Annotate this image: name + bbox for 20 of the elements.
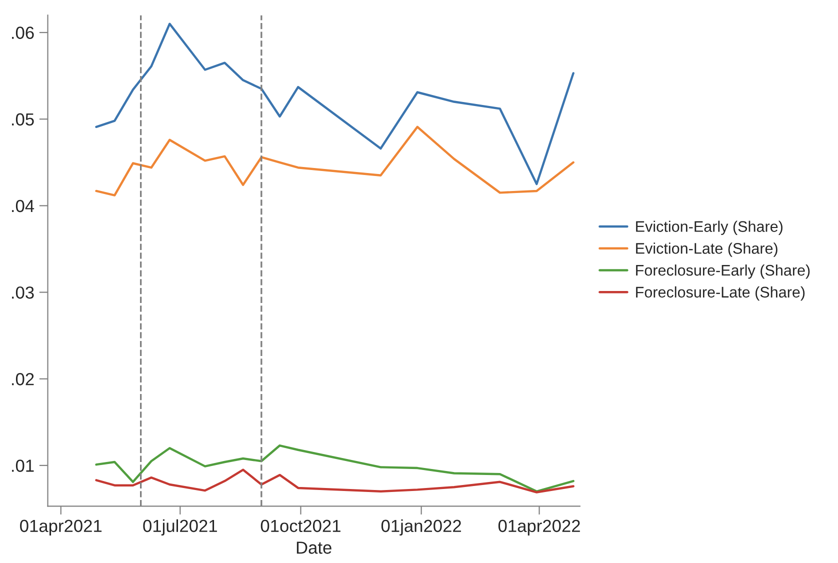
legend-label: Eviction-Late (Share) bbox=[636, 242, 778, 257]
y-tick-label: .04 bbox=[12, 200, 34, 212]
x-tick-label: 01apr2021 bbox=[20, 520, 102, 536]
x-tick-label: 01jul2021 bbox=[143, 519, 217, 536]
line-series bbox=[95, 22, 574, 186]
x-tick-label: 01apr2022 bbox=[498, 520, 580, 536]
y-tick-label: .01 bbox=[12, 460, 34, 472]
y-tick-label: .02 bbox=[12, 373, 34, 386]
line-series bbox=[95, 444, 574, 493]
legend-label: Eviction-Early (Share) bbox=[636, 220, 782, 235]
line-series bbox=[95, 468, 574, 494]
x-tick-label: 01jan2022 bbox=[381, 519, 461, 536]
legend-label: Foreclosure-Early (Share) bbox=[636, 264, 810, 279]
x-tick-label: 01oct2021 bbox=[260, 520, 340, 532]
x-axis-title: Date bbox=[296, 542, 332, 554]
line-series bbox=[95, 126, 574, 196]
legend-label: Foreclosure-Late (Share) bbox=[636, 286, 805, 301]
y-tick-label: .03 bbox=[12, 286, 34, 299]
y-tick-label: .06 bbox=[12, 26, 34, 39]
y-tick-label: .05 bbox=[12, 113, 34, 126]
